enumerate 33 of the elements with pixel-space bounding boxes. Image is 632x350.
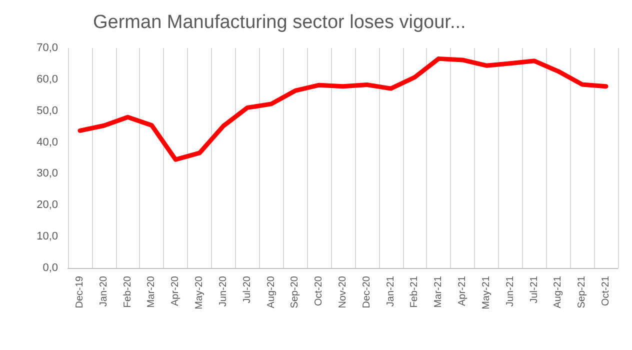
y-tick-label: 20,0 (36, 199, 58, 212)
y-tick-label: 0,0 (42, 262, 58, 274)
x-tick-label: Jan-21 (385, 276, 396, 307)
x-tick-label: Oct-20 (314, 276, 325, 306)
y-tick-label: 10,0 (36, 230, 58, 243)
x-tick-label: Nov-20 (338, 276, 348, 308)
x-tick-label: May-20 (194, 276, 206, 310)
x-tick-label: Sep-21 (576, 276, 588, 308)
x-tick-label: Jan-20 (98, 276, 110, 307)
y-tick-label: 30,0 (36, 168, 58, 180)
x-tick-label: Feb-21 (409, 276, 420, 308)
x-tick-label: Jul-21 (528, 276, 540, 304)
y-tick-label: 60,0 (36, 73, 58, 86)
x-tick-label: Apr-21 (457, 276, 468, 306)
x-tick-label: Dec-20 (361, 276, 372, 308)
line-series (78, 56, 608, 162)
x-tick-label: Aug-21 (552, 276, 564, 308)
y-tick-label: 50,0 (36, 104, 58, 117)
x-tick-label: Jun-21 (504, 276, 516, 307)
x-tick-label: Jul-20 (242, 276, 253, 304)
x-tick-label: Mar-20 (146, 276, 158, 308)
x-tick-label: Jun-20 (218, 276, 229, 307)
x-tick-label: Sep-20 (290, 276, 301, 308)
y-tick-label: 40,0 (36, 136, 58, 148)
x-tick-label: Dec-19 (74, 276, 86, 308)
x-tick-label: Oct-21 (600, 276, 612, 306)
x-tick-label: May-21 (480, 276, 492, 310)
x-tick-label: Apr-20 (170, 276, 182, 306)
y-tick-label: 70,0 (36, 42, 58, 54)
x-tick-label: Mar-21 (433, 276, 444, 308)
x-tick-label: Feb-20 (122, 276, 134, 308)
x-tick-label: Aug-20 (266, 276, 277, 308)
chart-title: German Manufacturing sector loses vigour... (93, 12, 466, 33)
